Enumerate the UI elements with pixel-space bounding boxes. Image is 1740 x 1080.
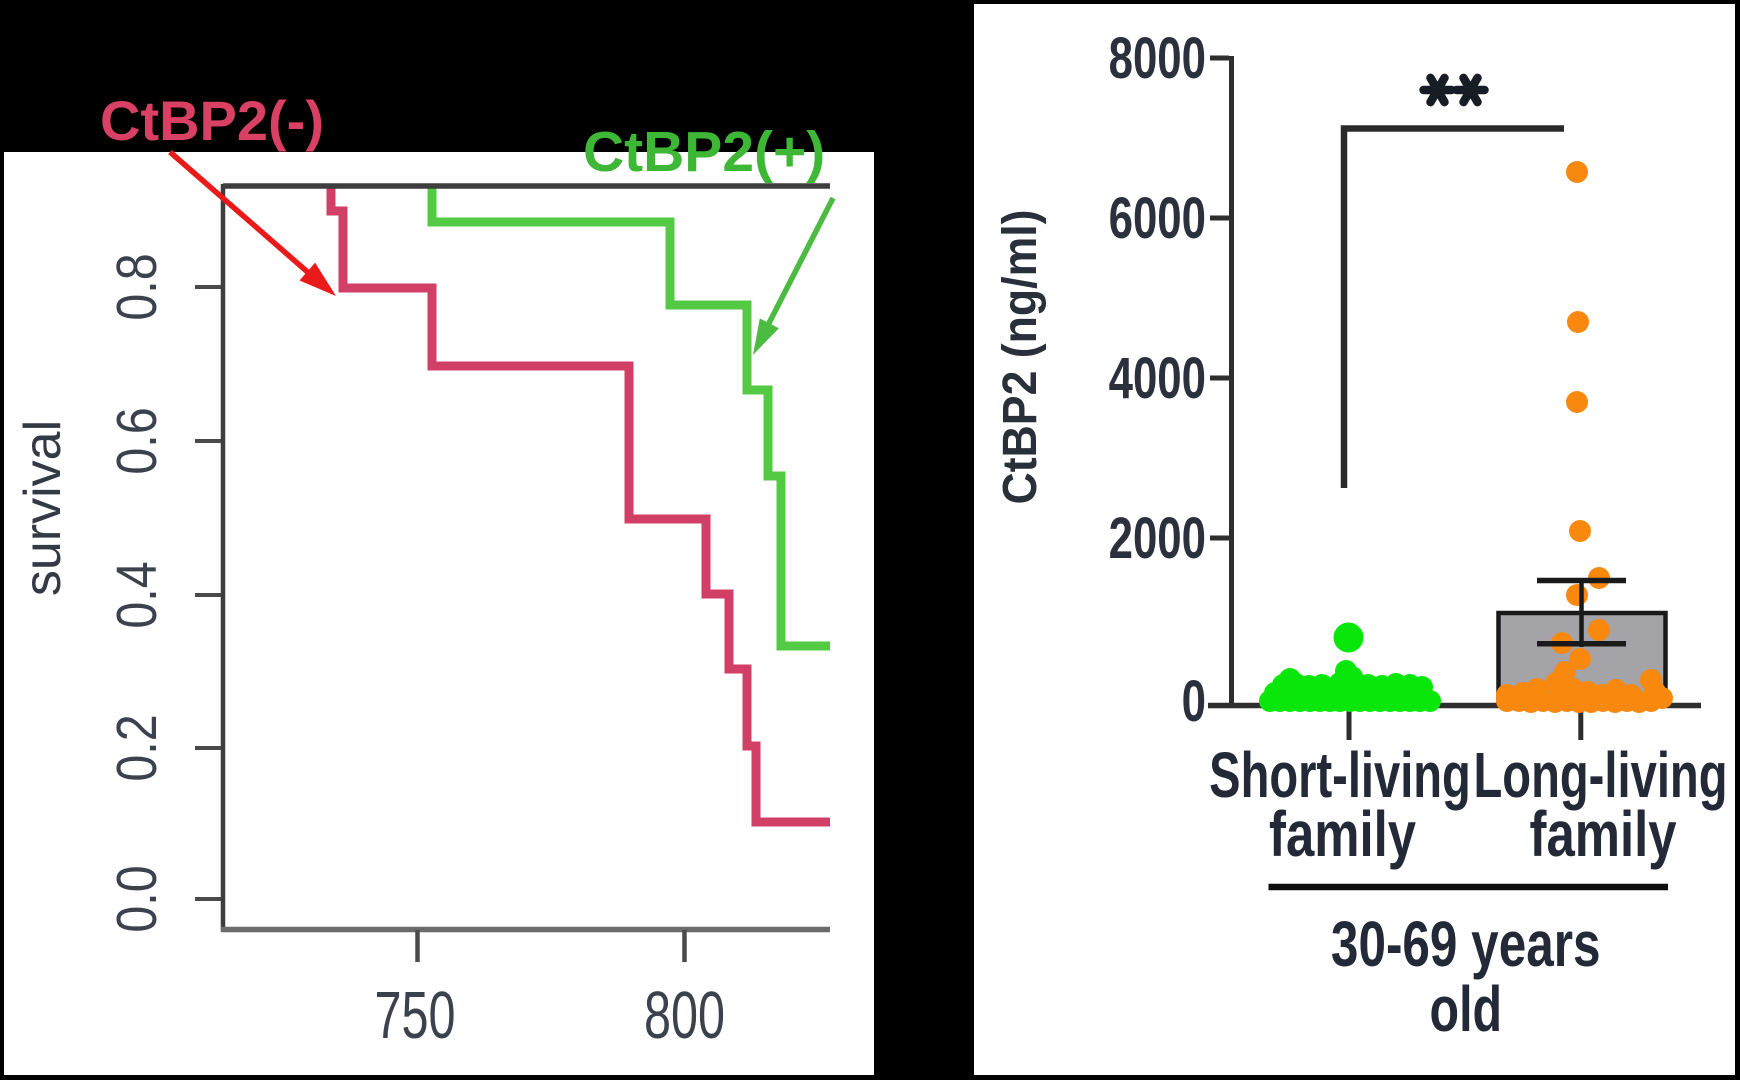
svg-text:0.0: 0.0 bbox=[105, 865, 169, 932]
svg-text:0.2: 0.2 bbox=[105, 714, 169, 781]
svg-text:0.6: 0.6 bbox=[105, 407, 169, 474]
svg-text:family: family bbox=[1269, 800, 1416, 871]
svg-text:800: 800 bbox=[644, 978, 725, 1052]
svg-text:0: 0 bbox=[1182, 668, 1206, 733]
svg-text:CtBP2 (ng/ml): CtBP2 (ng/ml) bbox=[993, 209, 1047, 504]
svg-text:CtBP2(-): CtBP2(-) bbox=[100, 89, 324, 152]
svg-text:family: family bbox=[1529, 800, 1676, 871]
svg-text:Short-living: Short-living bbox=[1209, 739, 1471, 811]
svg-text:Long-living: Long-living bbox=[1473, 739, 1727, 811]
svg-text:survival: survival bbox=[14, 420, 72, 596]
svg-text:old: old bbox=[1430, 975, 1503, 1046]
svg-text:750: 750 bbox=[374, 978, 455, 1052]
svg-text:0.4: 0.4 bbox=[105, 561, 169, 628]
svg-text:CtBP2(+): CtBP2(+) bbox=[583, 120, 825, 184]
svg-text:6000: 6000 bbox=[1109, 185, 1206, 250]
svg-text:8000: 8000 bbox=[1109, 25, 1206, 90]
svg-text:2000: 2000 bbox=[1109, 505, 1206, 570]
svg-text:30-69 years: 30-69 years bbox=[1331, 909, 1601, 981]
svg-text:4000: 4000 bbox=[1109, 345, 1206, 410]
svg-text:0.8: 0.8 bbox=[105, 253, 169, 320]
